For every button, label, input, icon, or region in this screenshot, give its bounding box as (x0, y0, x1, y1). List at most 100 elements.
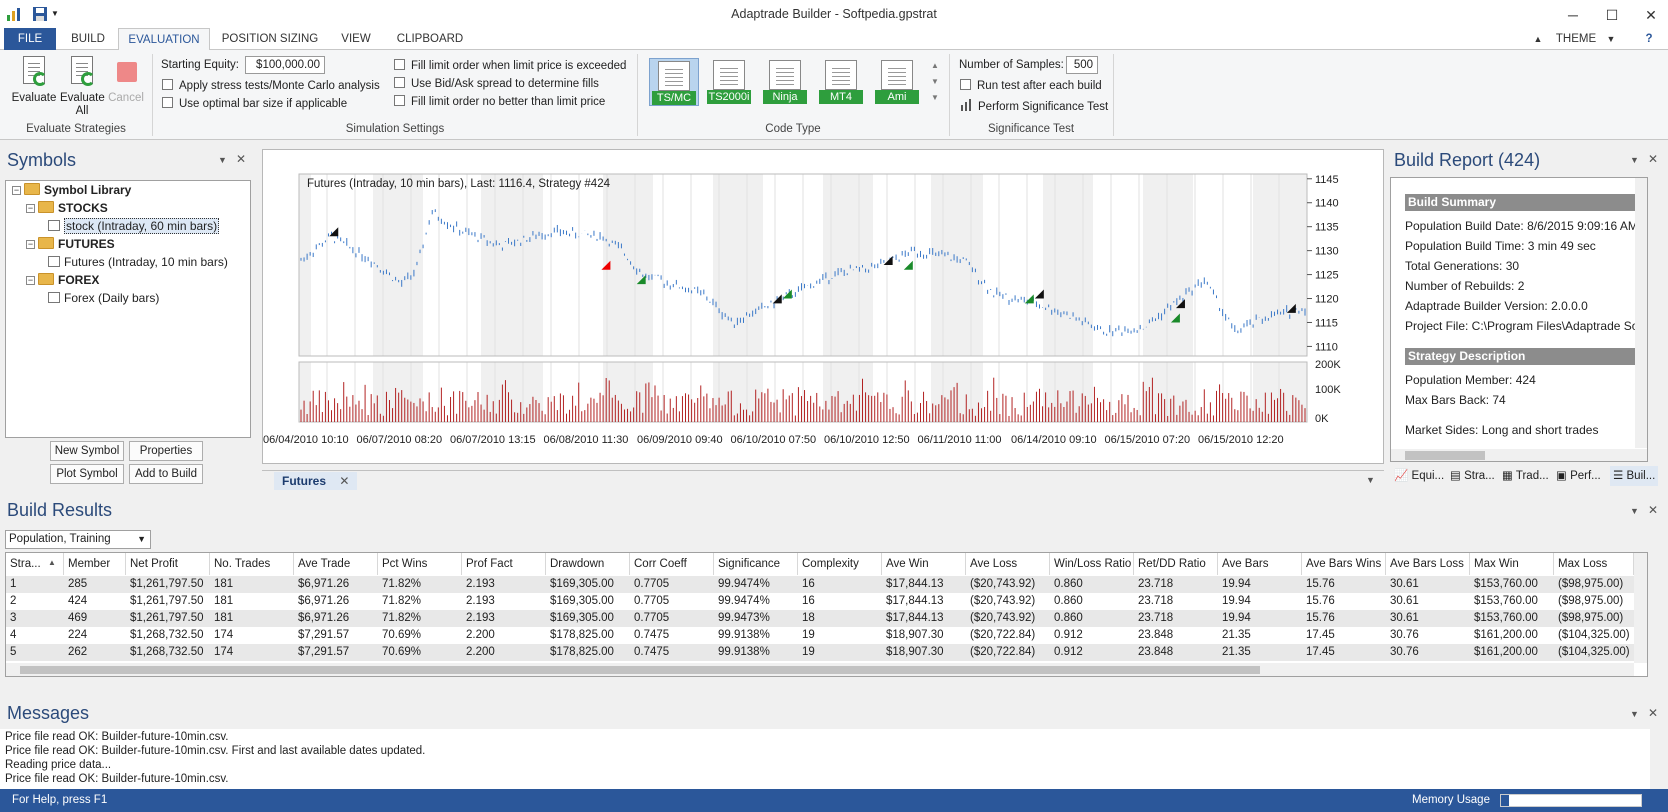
starting-equity-input[interactable]: $100,000.00 (245, 56, 325, 74)
table-row[interactable] (6, 576, 1634, 593)
results-vscrollbar[interactable] (1634, 553, 1647, 663)
results-hscrollbar[interactable] (6, 663, 1634, 676)
column-header[interactable]: Win/Loss Ratio (1050, 553, 1134, 575)
column-header[interactable]: Prof Fact (462, 553, 546, 575)
maximize-button[interactable]: ☐ (1605, 7, 1619, 23)
cancel-button[interactable]: Cancel (106, 56, 146, 104)
tab-futures[interactable]: Futures ✕ (274, 472, 358, 490)
results-close-icon[interactable]: ✕ (1648, 503, 1659, 517)
table-row[interactable] (6, 610, 1634, 627)
tab-strategy[interactable]: ▤ Stra... (1450, 470, 1495, 482)
run-test-checkbox[interactable]: Run test after each build (960, 79, 1102, 92)
column-header[interactable]: Significance (714, 553, 798, 575)
help-icon[interactable]: ? (1645, 33, 1653, 45)
properties-button[interactable]: Properties (129, 441, 203, 461)
column-header[interactable]: Ave Bars Loss (1386, 553, 1470, 575)
column-header[interactable]: Ave Win (882, 553, 966, 575)
table-row[interactable] (6, 627, 1634, 644)
tree-item-forex-daily[interactable]: Forex (Daily bars) (48, 289, 159, 307)
perform-significance-button[interactable]: Perform Significance Test (960, 99, 1108, 113)
report-vscrollbar[interactable] (1635, 178, 1647, 448)
tab-file[interactable]: FILE (4, 28, 56, 50)
tab-equity[interactable]: 📈 Equi... (1394, 470, 1445, 482)
column-header[interactable]: Ave Bars Wins (1302, 553, 1386, 575)
tab-view[interactable]: VIEW (341, 33, 371, 45)
quick-access-dropdown-icon[interactable]: ▼ (51, 9, 59, 18)
column-header[interactable]: No. Trades (210, 553, 294, 575)
bid-ask-checkbox[interactable]: Use Bid/Ask spread to determine fills (394, 77, 599, 90)
collapse-ribbon-icon[interactable]: ▲ (1533, 34, 1543, 44)
price-chart[interactable]: 1145 1140 1135 1130 1125 1120 1115 1110 200K 100K… (262, 149, 1384, 464)
column-header[interactable]: Net Profit (126, 553, 210, 575)
num-samples-input[interactable]: 500 (1066, 56, 1098, 74)
tab-trades[interactable]: ▦ Trad... (1502, 470, 1549, 482)
tab-clipboard[interactable]: CLIPBOARD (396, 33, 464, 45)
date-tick-label: 06/04/2010 10:10 (263, 434, 349, 446)
new-symbol-button[interactable]: New Symbol (50, 441, 124, 461)
column-header[interactable]: Ret/DD Ratio (1134, 553, 1218, 575)
column-header[interactable]: Member (64, 553, 126, 575)
results-view-dropdown[interactable]: Population, Training ▼ (5, 530, 151, 549)
minimize-button[interactable]: ─ (1568, 7, 1578, 23)
optimal-bar-checkbox[interactable]: Use optimal bar size if applicable (162, 97, 347, 110)
column-header[interactable]: Drawdown (546, 553, 630, 575)
collapse-icon[interactable]: − (26, 203, 35, 213)
code-type-mt4-button[interactable]: MT4 (817, 58, 867, 106)
column-header[interactable]: Stra... (6, 553, 64, 575)
code-type-ami-button[interactable]: Ami (873, 58, 923, 106)
evaluate-button[interactable]: Evaluate (10, 56, 58, 104)
symbols-panel-menu-icon[interactable]: ▼ (218, 155, 227, 165)
theme-dropdown-icon[interactable]: ▼ (1606, 34, 1616, 44)
column-header[interactable]: Ave Loss (966, 553, 1050, 575)
symbols-panel-close-icon[interactable]: ✕ (236, 152, 247, 166)
chart-tabs-dropdown-icon[interactable]: ▼ (1366, 475, 1375, 485)
report-close-icon[interactable]: ✕ (1648, 152, 1659, 166)
column-header[interactable]: Max Loss (1554, 553, 1634, 575)
plot-symbol-button[interactable]: Plot Symbol (50, 464, 124, 484)
collapse-icon[interactable]: − (26, 239, 35, 249)
tree-item-stocks[interactable]: STOCKS (38, 199, 108, 217)
table-cell: 2.200 (466, 646, 495, 658)
table-row[interactable] (6, 593, 1634, 610)
column-header[interactable]: Ave Bars (1218, 553, 1302, 575)
column-header[interactable]: Complexity (798, 553, 882, 575)
tree-item-futures-intraday[interactable]: Futures (Intraday, 10 min bars) (48, 253, 228, 271)
chart-day-band (713, 174, 763, 356)
results-menu-icon[interactable]: ▼ (1630, 506, 1639, 516)
tree-item-symbol-library[interactable]: Symbol Library (24, 181, 131, 199)
tab-build-report[interactable]: ☰ Buil... (1610, 466, 1659, 486)
trade-marker (329, 227, 339, 237)
add-to-build-button[interactable]: Add to Build (129, 464, 203, 484)
tab-build[interactable]: BUILD (71, 33, 105, 45)
fill-exceeded-checkbox[interactable]: Fill limit order when limit price is exc… (394, 59, 626, 72)
messages-scrollbar[interactable] (1650, 729, 1665, 789)
report-hscrollbar[interactable] (1391, 449, 1647, 461)
report-menu-icon[interactable]: ▼ (1630, 155, 1639, 165)
column-header[interactable]: Ave Trade (294, 553, 378, 575)
evaluate-all-button[interactable]: Evaluate All (60, 56, 105, 118)
code-type-ninja-button[interactable]: Ninja (761, 58, 811, 106)
fill-no-better-checkbox[interactable]: Fill limit order no better than limit pr… (394, 95, 605, 108)
theme-menu[interactable]: THEME (1555, 33, 1597, 45)
column-header[interactable]: Pct Wins (378, 553, 462, 575)
close-button[interactable]: ✕ (1645, 7, 1657, 23)
gallery-scroll-icon[interactable]: ▲ ▼ ▼ (931, 61, 939, 102)
messages-close-icon[interactable]: ✕ (1648, 706, 1659, 720)
code-type-ts2000i-button[interactable]: TS2000i (705, 58, 755, 106)
column-header[interactable]: Max Win (1470, 553, 1554, 575)
column-header[interactable]: Corr Coeff (630, 553, 714, 575)
tab-close-icon[interactable]: ✕ (339, 474, 350, 488)
tree-item-futures[interactable]: FUTURES (38, 235, 115, 253)
messages-menu-icon[interactable]: ▼ (1630, 709, 1639, 719)
table-row[interactable] (6, 644, 1634, 661)
code-type-tsmc-button[interactable]: TS/MC (649, 58, 699, 106)
tab-performance[interactable]: ▣ Perf... (1556, 470, 1601, 482)
save-icon[interactable] (32, 6, 48, 22)
tab-evaluation[interactable]: EVALUATION (118, 28, 210, 51)
collapse-icon[interactable]: − (12, 185, 21, 195)
collapse-icon[interactable]: − (26, 275, 35, 285)
stress-test-checkbox[interactable]: Apply stress tests/Monte Carlo analysis (162, 79, 380, 92)
tree-item-stock[interactable]: stock (Intraday, 60 min bars) (48, 217, 220, 235)
tree-item-forex[interactable]: FOREX (38, 271, 99, 289)
tab-position-sizing[interactable]: POSITION SIZING (221, 33, 319, 45)
